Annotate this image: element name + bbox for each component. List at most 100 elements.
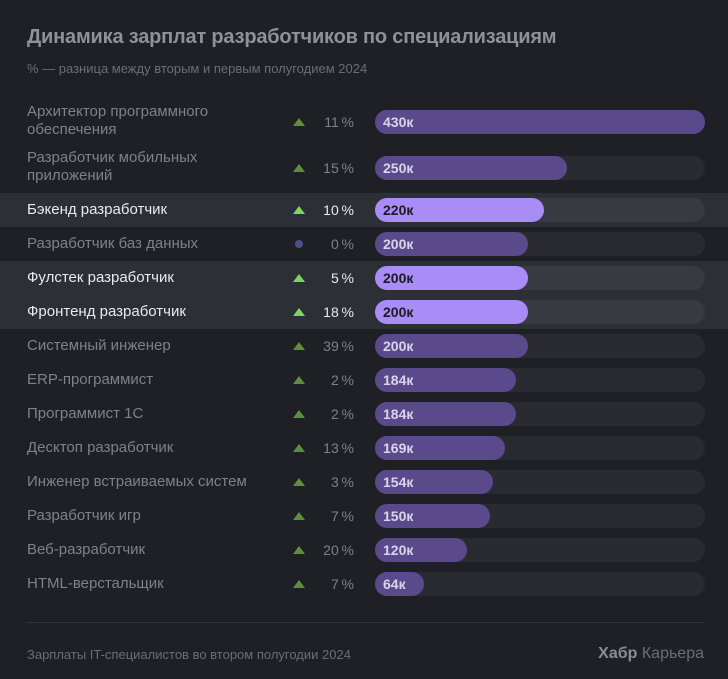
salary-bar [375,334,529,358]
bar-track: 184к [375,402,705,426]
salary-bar [375,110,705,134]
trend-up-icon [293,478,305,488]
bar-row: ERP-программист 2 % 184к [0,363,728,397]
trend-up-icon [293,444,305,454]
bar-track: 200к [375,334,705,358]
bar-value-label: 184к [383,406,414,422]
bar-value-label: 120к [383,542,414,558]
bar-value-label: 200к [383,338,414,354]
footer-divider [27,622,705,623]
bar-track: 120к [375,538,705,562]
bar-track: 64к [375,572,705,596]
bar-row: Разработчик мобильных приложений 15 % 250к [0,149,728,185]
category-label: Инженер встраиваемых систем [27,473,247,490]
bar-row: HTML-верстальщик 7 % 64к [0,567,728,601]
trend-up-icon [293,164,305,174]
bar-row: Веб-разработчик 20 % 120к [0,533,728,567]
trend-up-icon [293,118,305,128]
change-percent: 7 % [330,508,354,524]
trend-up-icon [293,376,305,386]
salary-bar [375,504,491,528]
change-percent: 3 % [330,474,354,490]
category-label: HTML-верстальщик [27,575,164,592]
bar-value-label: 430к [383,114,414,130]
change-percent: 20 % [323,542,354,558]
salary-bar [375,572,425,596]
change-percent: 5 % [330,270,354,286]
bar-row: Разработчик игр 7 % 150к [0,499,728,533]
salary-bar [375,156,567,180]
category-label: ERP-программист [27,371,154,388]
category-label: Десктоп разработчик [27,439,174,456]
bar-track: 150к [375,504,705,528]
bar-row: Десктоп разработчик 13 % 169к [0,431,728,465]
bar-track: 250к [375,156,705,180]
category-label: Программист 1С [27,405,144,422]
category-label: Фронтенд разработчик [27,303,186,320]
brand-logo: Хабр Карьера [598,645,704,663]
bar-value-label: 154к [383,474,414,490]
change-percent: 0 % [330,236,354,252]
change-percent: 7 % [330,576,354,592]
salary-bar [375,436,505,460]
bar-row: Системный инженер 39 % 200к [0,329,728,363]
bar-value-label: 200к [383,236,414,252]
salary-bar [375,198,544,222]
salary-bar [375,538,468,562]
change-percent: 2 % [330,372,354,388]
chart-subtitle: % — разница между вторым и первым полуго… [27,61,368,76]
category-label: Фулстек разработчик [27,269,174,286]
salary-bar [375,266,529,290]
category-label: Веб-разработчик [27,541,146,558]
bar-value-label: 64к [383,576,406,592]
bar-value-label: 150к [383,508,414,524]
brand-name-bold: Хабр [598,645,638,662]
bar-value-label: 220к [383,202,414,218]
bar-value-label: 250к [383,160,414,176]
change-percent: 2 % [330,406,354,422]
trend-up-icon [293,580,305,590]
change-percent: 11 % [324,114,354,130]
trend-up-icon [293,410,305,420]
bar-track: 169к [375,436,705,460]
salary-bar [375,300,529,324]
category-label: Разработчик мобильных приложений [27,149,198,184]
bar-track: 220к [375,198,705,222]
salary-bar [375,368,517,392]
salary-bar [375,470,494,494]
trend-up-icon [293,512,305,522]
bar-row: Инженер встраиваемых систем 3 % 154к [0,465,728,499]
category-label: Бэкенд разработчик [27,201,168,218]
change-percent: 18 % [323,304,354,320]
bar-value-label: 169к [383,440,414,456]
salary-bar [375,232,529,256]
trend-up-icon [293,546,305,556]
bar-track: 430к [375,110,705,134]
category-label: Разработчик игр [27,507,141,524]
change-percent: 39 % [323,338,354,354]
bar-row: Фулстек разработчик 5 % 200к [0,261,728,295]
category-label: Разработчик баз данных [27,235,199,252]
bar-row: Фронтенд разработчик 18 % 200к [0,295,728,329]
trend-up-icon [293,342,305,352]
bar-row: Архитектор программного обеспечения 11 % 4… [0,103,728,139]
change-percent: 13 % [323,440,354,456]
bar-track: 154к [375,470,705,494]
footer-caption: Зарплаты IT-специалистов во втором полуг… [27,647,351,662]
change-percent: 15 % [323,160,354,176]
trend-up-icon [293,308,305,318]
bar-value-label: 200к [383,304,414,320]
change-percent: 10 % [323,202,354,218]
trend-up-icon [293,206,305,216]
bar-row: Программист 1С 2 % 184к [0,397,728,431]
brand-name-rest: Карьера [637,645,704,662]
bar-value-label: 200к [383,270,414,286]
bar-row: Разработчик баз данных 0 % 200к [0,227,728,261]
bar-row: Бэкенд разработчик 10 % 220к [0,193,728,227]
bar-track: 200к [375,232,705,256]
trend-up-icon [293,274,305,284]
bar-track: 184к [375,368,705,392]
trend-neutral-icon [293,240,305,250]
category-label: Архитектор программного обеспечения [27,103,209,138]
category-label: Системный инженер [27,337,171,354]
